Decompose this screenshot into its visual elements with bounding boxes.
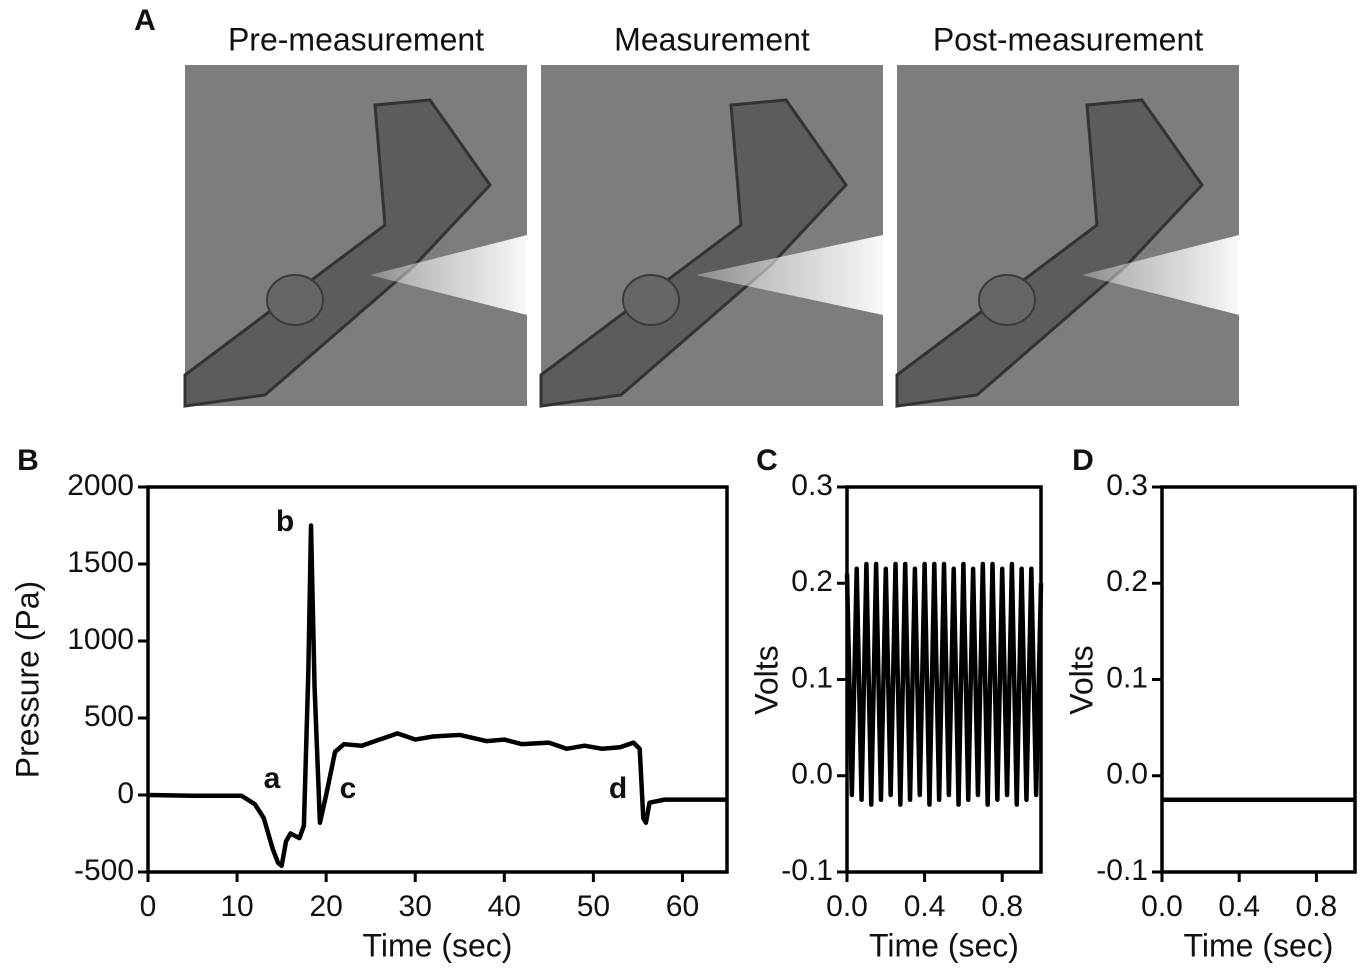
cell: [895, 98, 1204, 408]
x-axis-title: Time (sec): [363, 927, 513, 963]
x-tick-label: 60: [666, 890, 699, 923]
annotation: d: [609, 772, 627, 805]
y-tick-label: -0.1: [781, 854, 833, 887]
panel-label: C: [756, 444, 778, 477]
y-tick-label: -0.1: [1096, 854, 1148, 887]
nucleus: [622, 274, 680, 326]
plot-frame: [1160, 485, 1357, 874]
y-axis-title: Volts: [1063, 645, 1099, 714]
x-tick-label: 0: [140, 890, 157, 923]
x-tick-label: 0.0: [826, 890, 868, 923]
y-tick-label: 1500: [67, 546, 134, 579]
plot-frame: [146, 485, 729, 874]
pipette: [370, 235, 527, 315]
x-tick-label: 10: [220, 890, 253, 923]
y-tick-label: 0.2: [1106, 565, 1148, 598]
x-tick-label: 30: [399, 890, 432, 923]
x-tick-label: 20: [309, 890, 342, 923]
image-title: Pre-measurement: [228, 21, 484, 57]
y-tick-label: 0.1: [1106, 661, 1148, 694]
panel-label: B: [17, 444, 39, 477]
x-tick-label: 50: [577, 890, 610, 923]
image-panel: [183, 65, 1239, 408]
x-tick-label: 0.8: [1296, 890, 1338, 923]
pipette: [1082, 235, 1239, 315]
y-tick-label: 0.0: [791, 758, 833, 791]
x-tick-label: 40: [488, 890, 521, 923]
annotation: c: [340, 772, 357, 805]
y-tick-label: 0.3: [791, 469, 833, 502]
cell: [183, 98, 492, 408]
image-title: Measurement: [614, 21, 810, 57]
x-axis-title: Time (sec): [1184, 927, 1334, 963]
x-tick-label: 0.0: [1141, 890, 1183, 923]
y-tick-label: -500: [74, 854, 134, 887]
x-axis-title: Time (sec): [869, 927, 1019, 963]
y-tick-label: 2000: [67, 469, 134, 502]
x-tick-label: 0.4: [904, 890, 946, 923]
x-tick-label: 0.8: [981, 890, 1023, 923]
y-tick-label: 0.3: [1106, 469, 1148, 502]
y-axis-title: Volts: [748, 645, 784, 714]
cell: [539, 98, 848, 408]
data-line: [147, 523, 727, 869]
nucleus: [978, 274, 1036, 326]
y-tick-label: 500: [84, 700, 134, 733]
image-title: Post-measurement: [933, 21, 1203, 57]
nucleus: [266, 274, 324, 326]
pipette: [696, 235, 883, 315]
y-axis-title: Pressure (Pa): [9, 581, 45, 778]
annotation: b: [276, 505, 294, 538]
x-tick-label: 0.4: [1218, 890, 1260, 923]
y-tick-label: 0.1: [791, 661, 833, 694]
y-tick-label: 0.0: [1106, 758, 1148, 791]
y-tick-label: 0: [117, 777, 134, 810]
annotation: a: [264, 762, 281, 795]
data-line: [844, 561, 1044, 807]
y-tick-label: 1000: [67, 623, 134, 656]
y-tick-label: 0.2: [791, 565, 833, 598]
panel-label: A: [134, 4, 156, 37]
plot-frame: [845, 485, 1043, 874]
panel-label: D: [1072, 444, 1094, 477]
